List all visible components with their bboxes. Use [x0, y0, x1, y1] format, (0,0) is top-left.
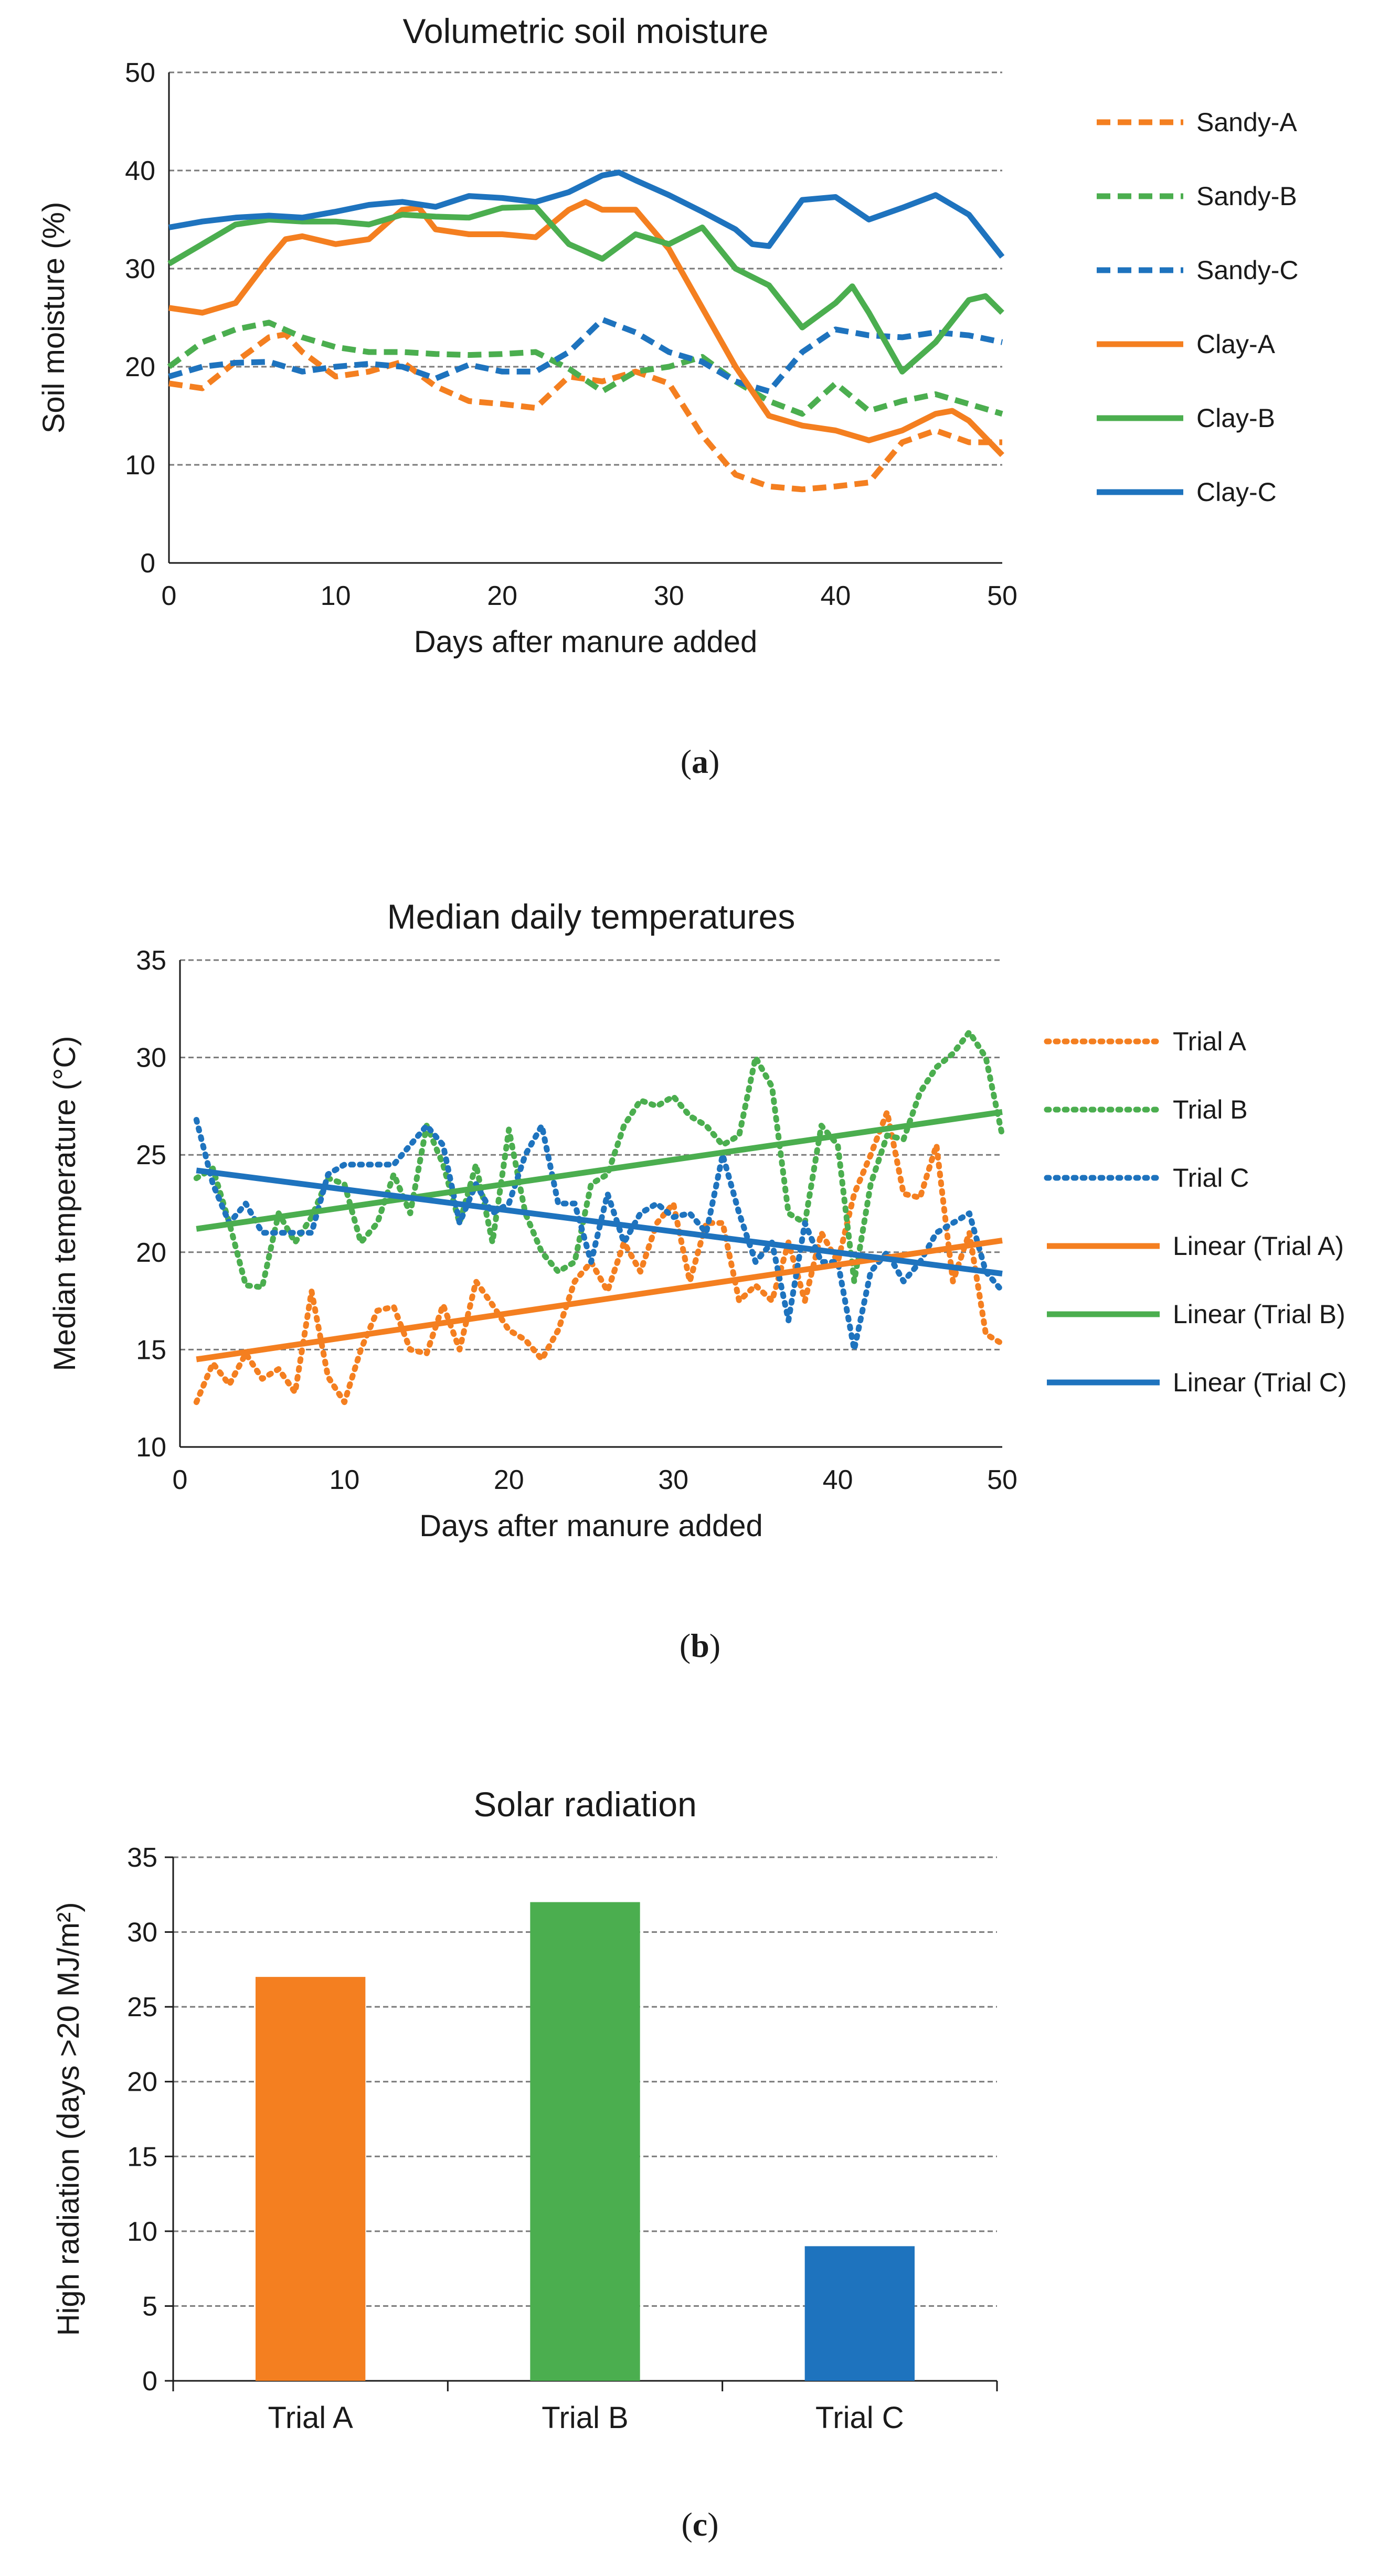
x-tick-label: 20 — [487, 581, 517, 611]
legend-label-trial-a: Trial A — [1173, 1027, 1246, 1056]
y-tick-label: 5 — [142, 2291, 157, 2322]
y-tick-label: 20 — [127, 2067, 157, 2098]
y-tick-label: 0 — [140, 548, 155, 579]
legend-label-clay-a: Clay-A — [1196, 329, 1276, 359]
x-tick-label: 0 — [162, 581, 177, 611]
x-tick-label: 50 — [987, 1465, 1017, 1495]
series-line-linear-trial-c — [196, 1167, 1003, 1277]
y-axis-label: High radiation (days >20 MJ/m²) — [51, 1902, 86, 2336]
x-tick-label: 30 — [658, 1465, 688, 1495]
series-line-sandy-b — [167, 320, 1003, 417]
y-tick-label: 15 — [127, 2142, 157, 2172]
chart-title: Volumetric soil moisture — [403, 12, 769, 50]
y-tick-label: 50 — [125, 58, 155, 88]
x-tick-label: 30 — [654, 581, 684, 611]
chart-title: Solar radiation — [473, 1785, 697, 1824]
y-tick-label: 25 — [127, 1992, 157, 2023]
x-tick-label: Trial A — [268, 2401, 354, 2435]
x-tick-label: 40 — [820, 581, 851, 611]
y-tick-label: 20 — [136, 1238, 166, 1268]
x-axis-label: Days after manure added — [414, 625, 757, 659]
legend-label-sandy-b: Sandy-B — [1196, 182, 1297, 211]
x-tick-label: 10 — [321, 581, 351, 611]
caption-c: (c) — [681, 2506, 719, 2543]
series-line-trial-a — [193, 1109, 1005, 1406]
panel-b: Median daily temperatures 10 15 20 25 30 35 0 10… — [0, 860, 1400, 1611]
y-tick-label: 10 — [125, 450, 155, 481]
chart-solar-radiation: Solar radiation 0 5 10 15 20 25 30 35 Trial A Tria… — [51, 1785, 998, 2435]
legend-label-sandy-c: Sandy-C — [1196, 256, 1299, 285]
legend-label-clay-c: Clay-C — [1196, 477, 1277, 507]
legend-label-clay-b: Clay-B — [1196, 403, 1275, 433]
x-tick-label: Trial C — [815, 2401, 904, 2435]
y-tick-label: 15 — [136, 1335, 166, 1365]
legend-label-trial-c: Trial C — [1173, 1163, 1249, 1193]
legend-label-linear-trial-a: Linear (Trial A) — [1173, 1231, 1344, 1261]
series-line-linear-trial-a — [196, 1238, 1003, 1362]
legend-label-linear-trial-c: Linear (Trial C) — [1173, 1368, 1347, 1397]
y-tick-label: 30 — [127, 1918, 157, 1948]
y-tick-label: 10 — [136, 1432, 166, 1463]
y-axis-label: Median temperature (°C) — [48, 1036, 82, 1371]
x-tick-label: 0 — [173, 1465, 188, 1495]
x-tick-label: 10 — [329, 1465, 359, 1495]
chart-title: Median daily temperatures — [387, 897, 796, 936]
series-line-trial-b — [193, 1029, 1005, 1291]
x-axis-label: Days after manure added — [419, 1509, 762, 1543]
y-axis-label: Soil moisture (%) — [37, 202, 71, 434]
bar-trial-c — [804, 2246, 915, 2381]
series-line-clay-b — [167, 204, 1004, 375]
x-tick-label: 20 — [494, 1465, 524, 1495]
y-tick-label: 35 — [136, 945, 166, 976]
x-tick-label: 50 — [987, 581, 1017, 611]
panel-a: Volumetric soil moisture 0 10 20 30 40 50 0 10 20… — [0, 0, 1400, 672]
series-line-linear-trial-b — [196, 1109, 1003, 1232]
caption-a: (a) — [680, 743, 720, 780]
y-tick-label: 20 — [125, 352, 155, 382]
chart-soil-moisture: Volumetric soil moisture 0 10 20 30 40 50 0 10 20… — [37, 12, 1299, 659]
caption-b: (b) — [679, 1627, 721, 1664]
legend-label-sandy-a: Sandy-A — [1196, 108, 1297, 137]
y-tick-label: 30 — [136, 1043, 166, 1073]
y-tick-label: 35 — [127, 1843, 157, 1873]
x-tick-label: 40 — [823, 1465, 853, 1495]
bar-trial-a — [256, 1977, 366, 2381]
y-tick-label: 25 — [136, 1140, 166, 1170]
series-line-trial-c — [193, 1116, 1005, 1353]
series-line-sandy-c — [168, 316, 1003, 395]
x-tick-label: Trial B — [542, 2401, 628, 2435]
y-tick-label: 30 — [125, 254, 155, 284]
series-line-sandy-a — [168, 331, 1002, 493]
panel-c: Solar radiation 0 5 10 15 20 25 30 35 Trial A Tria… — [0, 1747, 1400, 2482]
legend-label-linear-trial-b: Linear (Trial B) — [1173, 1300, 1345, 1329]
series-line-clay-c — [168, 169, 1005, 259]
y-tick-label: 10 — [127, 2217, 157, 2247]
series-line-clay-a — [168, 199, 1004, 457]
y-tick-label: 40 — [125, 156, 155, 186]
bar-trial-b — [530, 1902, 640, 2381]
y-tick-label: 0 — [142, 2366, 157, 2397]
legend-label-trial-b: Trial B — [1173, 1095, 1248, 1124]
